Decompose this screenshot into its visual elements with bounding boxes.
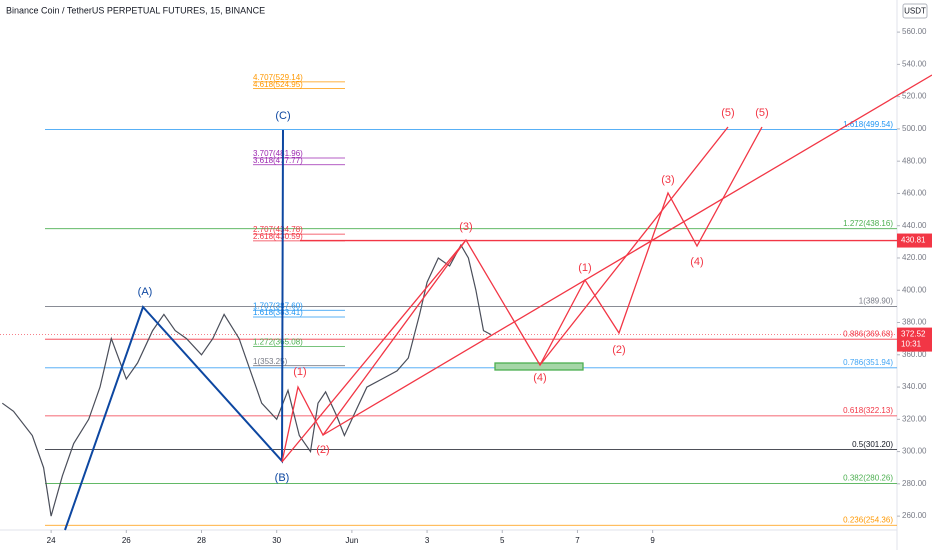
wave-label: (1)	[578, 262, 591, 274]
fib-label: 0.886(369.68)	[843, 329, 893, 338]
wave-label: (B)	[275, 472, 290, 484]
y-tick-label: 500.00	[902, 124, 927, 133]
wave-label: (1)	[293, 366, 306, 378]
wave-label: (5)	[755, 107, 768, 119]
countdown: 10:31	[901, 340, 922, 349]
abc-wave	[64, 129, 284, 531]
wave-label: (3)	[661, 174, 674, 186]
last-price-box	[897, 327, 932, 352]
wave-label: (2)	[316, 444, 329, 456]
y-tick-label: 420.00	[902, 253, 927, 262]
fib-label: 0.618(322.13)	[843, 406, 893, 415]
x-tick-label: 3	[425, 536, 430, 545]
y-tick-label: 280.00	[902, 479, 927, 488]
wave-label: (4)	[690, 256, 703, 268]
fib-label: 1(389.90)	[859, 297, 894, 306]
ext-label: 1.707(387.60)	[253, 301, 303, 310]
ext-label: 3.618(477.77)	[253, 156, 303, 165]
x-tick-label: 7	[575, 536, 580, 545]
y-tick-label: 480.00	[902, 156, 927, 165]
y-tick-label: 560.00	[902, 27, 927, 36]
y-tick-label: 380.00	[902, 318, 927, 327]
x-tick-label: 28	[197, 536, 206, 545]
ext-label: 3.707(481.96)	[253, 149, 303, 158]
fib-label: 0.382(280.26)	[843, 474, 893, 483]
currency-box[interactable]	[902, 3, 928, 19]
fib-label: 0.5(301.20)	[852, 440, 893, 449]
trend-line	[322, 74, 932, 436]
x-tick-label: 9	[650, 536, 655, 545]
ext-label: 1.272(365.08)	[253, 338, 303, 347]
x-tick-label: Jun	[345, 536, 358, 545]
wave-label: (4)	[533, 372, 546, 384]
ext-label: 4.707(529.14)	[253, 73, 303, 82]
wave-label: (2)	[612, 344, 625, 356]
x-tick-label: 24	[47, 536, 56, 545]
y-tick-label: 400.00	[902, 285, 927, 294]
impulse-wave	[281, 126, 763, 463]
x-tick-label: 26	[122, 536, 131, 545]
ext-label: 2.707(434.78)	[253, 225, 303, 234]
y-tick-label: 520.00	[902, 92, 927, 101]
ext-label: 4.618(524.95)	[253, 80, 303, 89]
currency: USDT	[904, 7, 926, 16]
resistance-label: 430.81	[901, 236, 926, 245]
channel-line	[281, 239, 467, 463]
y-tick-label: 540.00	[902, 59, 927, 68]
resistance-box	[897, 233, 932, 248]
ext-label: 1(353.25)	[253, 357, 288, 366]
wave-label: (A)	[138, 286, 153, 298]
fib-label: 0.236(254.36)	[843, 515, 893, 524]
wave-label: (3)	[459, 221, 472, 233]
y-tick-label: 340.00	[902, 382, 927, 391]
last-price-label: 372.52	[901, 330, 926, 339]
ext-label: 1.618(383.41)	[253, 308, 303, 317]
wave-label: (5)	[721, 107, 734, 119]
alt-wave	[539, 126, 729, 366]
y-tick-label: 440.00	[902, 221, 927, 230]
fib-label: 1.618(499.54)	[843, 120, 893, 129]
fib-label: 1.272(438.16)	[843, 219, 893, 228]
ext-label: 2.618(430.59)	[253, 232, 303, 241]
chart-title: Binance Coin / TetherUS PERPETUAL FUTURE…	[6, 5, 265, 15]
wave-label: (C)	[275, 110, 290, 122]
x-tick-label: 30	[272, 536, 281, 545]
y-tick-label: 320.00	[902, 414, 927, 423]
fib-label: 0.786(351.94)	[843, 358, 893, 367]
y-tick-label: 260.00	[902, 511, 927, 520]
y-tick-label: 300.00	[902, 447, 927, 456]
y-tick-label: 360.00	[902, 350, 927, 359]
y-tick-label: 460.00	[902, 189, 927, 198]
x-tick-label: 5	[500, 536, 505, 545]
